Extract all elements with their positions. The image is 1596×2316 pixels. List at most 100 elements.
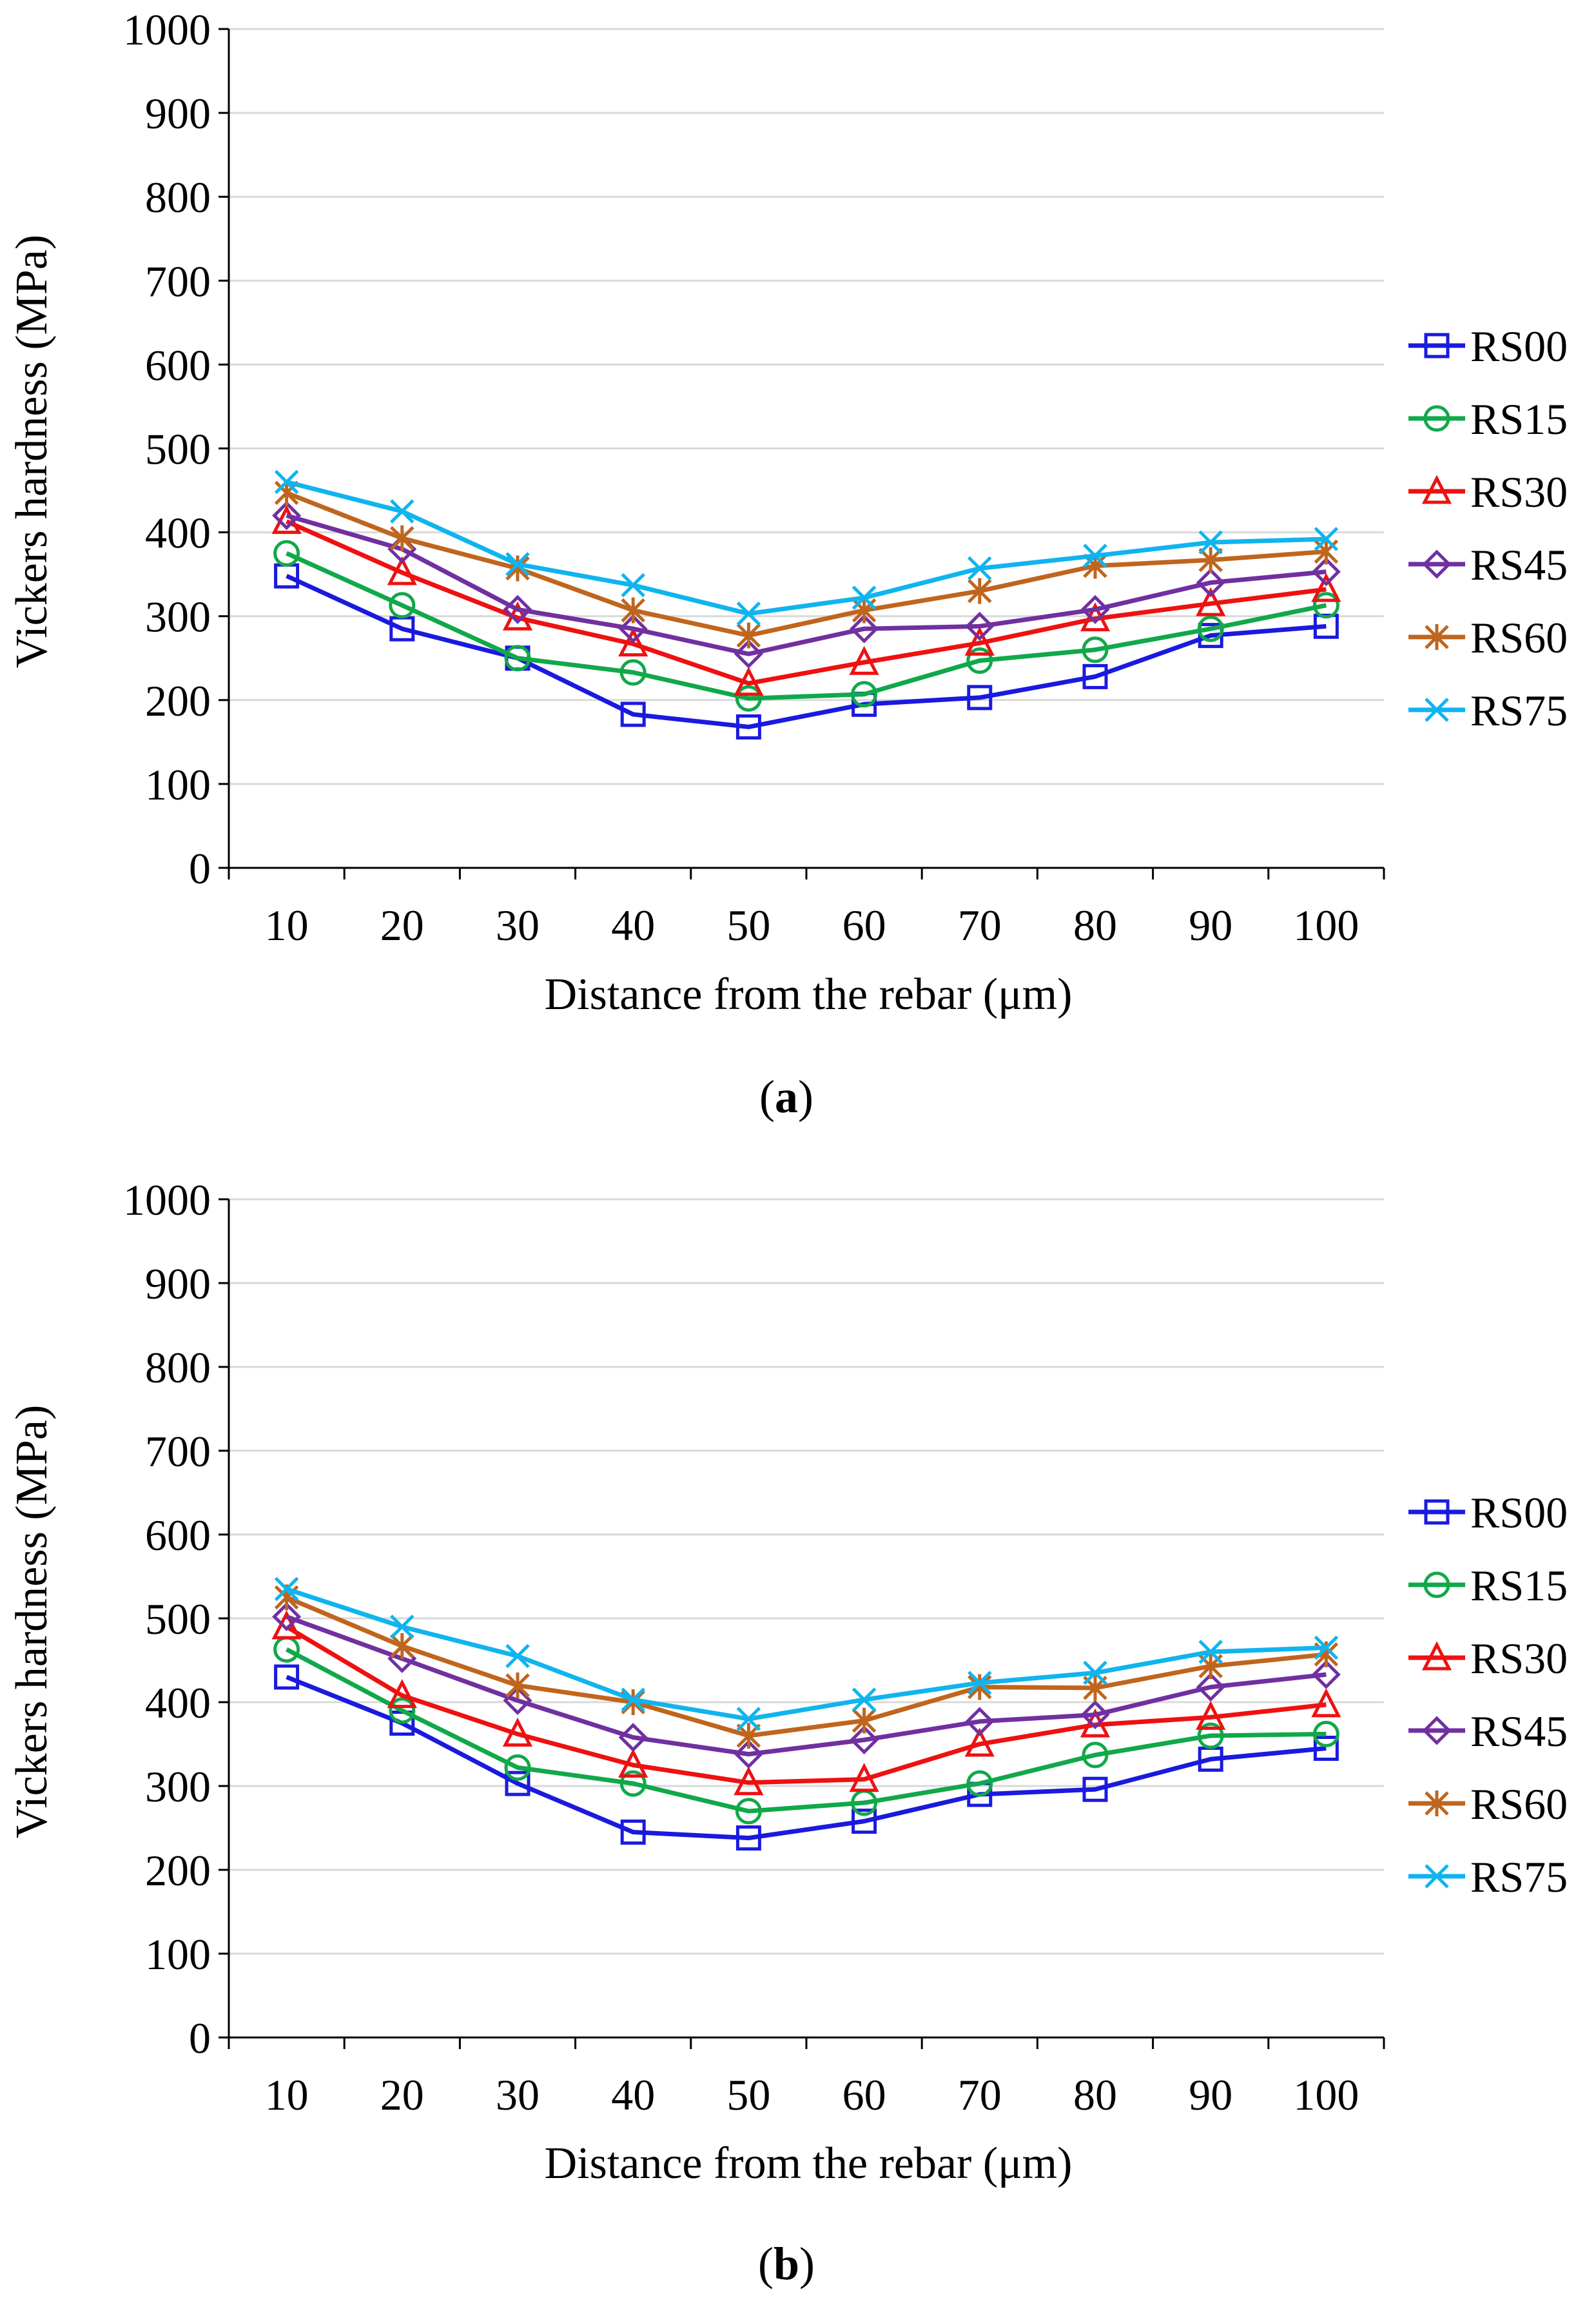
data-point-rs75: [1083, 1660, 1107, 1685]
caption-letter-b: b: [774, 2238, 799, 2290]
data-point-rs60: [968, 578, 992, 604]
data-point-rs00: [620, 702, 646, 727]
data-point-rs00: [1082, 663, 1108, 689]
data-point-rs75: [1198, 530, 1223, 554]
data-point-rs45: [734, 639, 763, 669]
y-tick-label: 200: [145, 676, 211, 725]
data-point-rs15: [389, 592, 416, 619]
x-tick-label: 20: [380, 2070, 424, 2119]
x-tick-label: 80: [1073, 901, 1117, 950]
legend-label-rs45: RS45: [1470, 540, 1568, 589]
data-point-rs30: [734, 1766, 764, 1796]
data-point-rs30: [734, 667, 764, 696]
legend-label-rs15: RS15: [1470, 1561, 1568, 1610]
series-rs15-b: [273, 1636, 1339, 1825]
series-rs00-b: [274, 1664, 1339, 1851]
legend-marker-rs15: [1423, 405, 1450, 432]
data-point-rs75: [1198, 1640, 1223, 1664]
data-point-rs30: [964, 626, 995, 656]
data-point-rs45: [1196, 1673, 1225, 1702]
x-tick-label: 30: [496, 2070, 540, 2119]
series-line-rs60: [286, 491, 1327, 638]
data-point-rs30: [618, 627, 648, 657]
legend-marker-rs30: [1421, 475, 1452, 504]
data-point-rs15: [504, 645, 531, 672]
data-point-rs30: [1311, 1688, 1341, 1718]
data-point-rs75: [505, 552, 530, 576]
legend-marker-rs45: [1422, 1716, 1452, 1745]
plot-area-a: 0 100 200 300 400 500 600 700 800 900 1000 10 20 30 40…: [123, 5, 1568, 950]
series-line-rs15: [285, 1647, 1327, 1814]
data-point-rs45: [272, 1602, 302, 1631]
data-point-rs00: [1082, 1776, 1108, 1802]
data-point-rs45: [503, 594, 532, 624]
series-line-rs30: [286, 519, 1327, 686]
y-tick-label: 800: [145, 1343, 211, 1392]
x-tick-label: 60: [842, 901, 886, 950]
data-point-rs15: [273, 540, 300, 567]
caption-letter-a: a: [775, 1071, 798, 1123]
legend-label-rs30: RS30: [1470, 1634, 1568, 1683]
data-point-rs45: [618, 614, 648, 643]
data-point-rs30: [1196, 1700, 1226, 1730]
x-tick-label: 50: [726, 901, 770, 950]
data-point-rs00: [505, 1771, 530, 1796]
data-point-rs45: [1311, 557, 1341, 587]
data-point-rs00: [735, 714, 761, 740]
legend-label-rs15: RS15: [1470, 395, 1568, 444]
data-point-rs45: [965, 1707, 995, 1736]
data-point-rs75: [736, 1707, 761, 1731]
data-point-rs75: [968, 1671, 992, 1695]
data-point-rs45: [1080, 594, 1110, 624]
data-point-rs45: [272, 501, 302, 531]
x-tick-label: 30: [496, 901, 540, 950]
series-line-rs60: [286, 1595, 1327, 1738]
legend-marker-rs60: [1425, 624, 1449, 650]
y-tick-label: 1000: [123, 1175, 211, 1224]
data-point-rs30: [618, 1749, 648, 1778]
data-point-rs30: [1311, 573, 1341, 602]
data-point-rs15: [1312, 592, 1339, 619]
data-point-rs00: [852, 1809, 877, 1834]
data-point-rs00: [1313, 1736, 1339, 1761]
x-tick-label: 100: [1293, 901, 1359, 950]
data-point-rs15: [966, 647, 993, 674]
y-tick-label: 500: [145, 425, 211, 474]
caption-close-paren-b: ): [799, 2238, 815, 2290]
data-point-rs15: [966, 1770, 993, 1797]
y-tick-label: 600: [145, 340, 211, 389]
series-rs30-a: [271, 505, 1341, 696]
series-line-rs75: [286, 1587, 1327, 1722]
x-tick-label: 40: [611, 901, 655, 950]
x-axis-title-a: Distance from the rebar (μm): [545, 970, 1073, 1019]
data-point-rs60: [621, 597, 645, 623]
data-point-rs15: [619, 1770, 647, 1797]
data-point-rs30: [502, 1717, 533, 1747]
data-point-rs15: [735, 685, 762, 712]
data-point-rs75: [1314, 527, 1339, 551]
y-tick-label: 300: [145, 1762, 211, 1811]
y-tick-label: 100: [145, 1930, 211, 1979]
legend-marker-rs30: [1421, 1641, 1452, 1671]
legend-label-rs45: RS45: [1470, 1707, 1568, 1756]
data-point-rs30: [387, 556, 417, 585]
y-tick-label: 900: [145, 89, 211, 138]
data-point-rs45: [503, 1685, 532, 1715]
y-tick-label: 400: [145, 509, 211, 558]
data-point-rs00: [967, 685, 993, 711]
series-line-rs15: [286, 551, 1327, 701]
legend-label-rs75: RS75: [1470, 686, 1568, 735]
data-point-rs15: [735, 1798, 762, 1825]
x-tick-label: 50: [726, 2070, 770, 2119]
series-rs75-b: [274, 1576, 1339, 1731]
data-point-rs75: [736, 602, 761, 626]
x-tick-label: 80: [1073, 2070, 1117, 2119]
data-point-rs00: [735, 1825, 761, 1851]
x-tick-label: 90: [1189, 901, 1232, 950]
data-point-rs45: [1311, 1660, 1341, 1689]
data-point-rs60: [390, 1633, 414, 1659]
caption-open-paren-b: (: [758, 2238, 774, 2290]
y-tick-label: 0: [189, 844, 211, 893]
x-tick-label: 20: [380, 901, 424, 950]
